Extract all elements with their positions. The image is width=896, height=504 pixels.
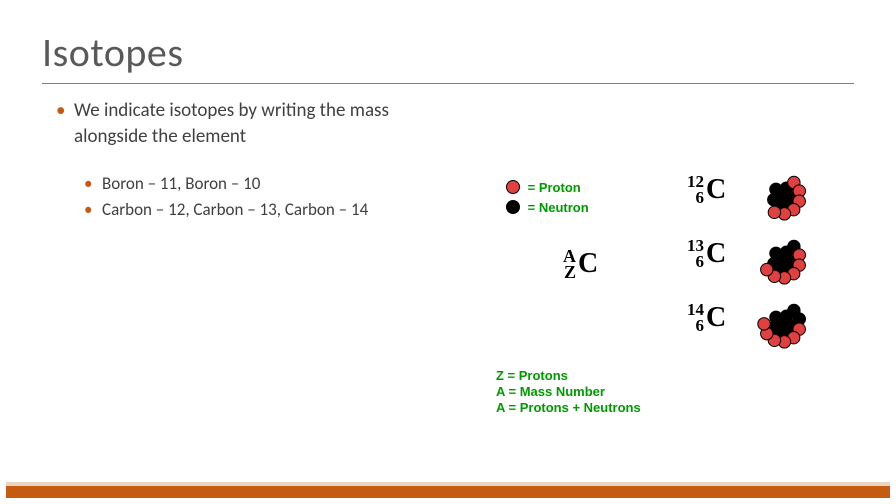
neutron-icon — [506, 200, 520, 214]
legend-a: A = Mass Number — [496, 384, 605, 399]
bullet-sub2: Carbon – 12, Carbon – 13, Carbon – 14 — [88, 197, 440, 223]
c14-sym: C — [706, 304, 726, 332]
footer-bar — [6, 486, 890, 498]
c13-z: 6 — [696, 252, 705, 272]
bullet-main-text: We indicate isotopes by writing the mass… — [74, 99, 389, 148]
legend-neutron-label: = Neutron — [528, 200, 589, 215]
c13-sym: C — [706, 240, 726, 268]
notation-generic: A Z C — [542, 248, 602, 282]
nucleus-c14 — [752, 298, 812, 350]
proton-icon — [506, 180, 520, 194]
legend-proton: = Proton — [506, 180, 581, 195]
notation-generic-z: Z — [564, 262, 576, 283]
page-title: Isotopes — [6, 6, 890, 83]
bullet-main: We indicate isotopes by writing the mass… — [60, 98, 440, 222]
c14-z: 6 — [696, 316, 705, 336]
legend-proton-label: = Proton — [528, 180, 581, 195]
nucleus-c13 — [752, 234, 812, 286]
nucleus-c12 — [752, 170, 812, 222]
isotope-figure: = Proton = Neutron A Z C 12 6 C 13 6 C 1… — [456, 176, 856, 446]
bullet-sub1: Boron – 11, Boron – 10 — [88, 171, 440, 197]
notation-generic-sym: C — [578, 250, 598, 278]
legend-neutron: = Neutron — [506, 200, 589, 215]
c12-sym: C — [706, 176, 726, 204]
legend-z: Z = Protons — [496, 368, 568, 383]
legend-a2: A = Protons + Neutrons — [496, 400, 641, 415]
c12-z: 6 — [696, 188, 705, 208]
slide: Isotopes We indicate isotopes by writing… — [6, 6, 890, 498]
